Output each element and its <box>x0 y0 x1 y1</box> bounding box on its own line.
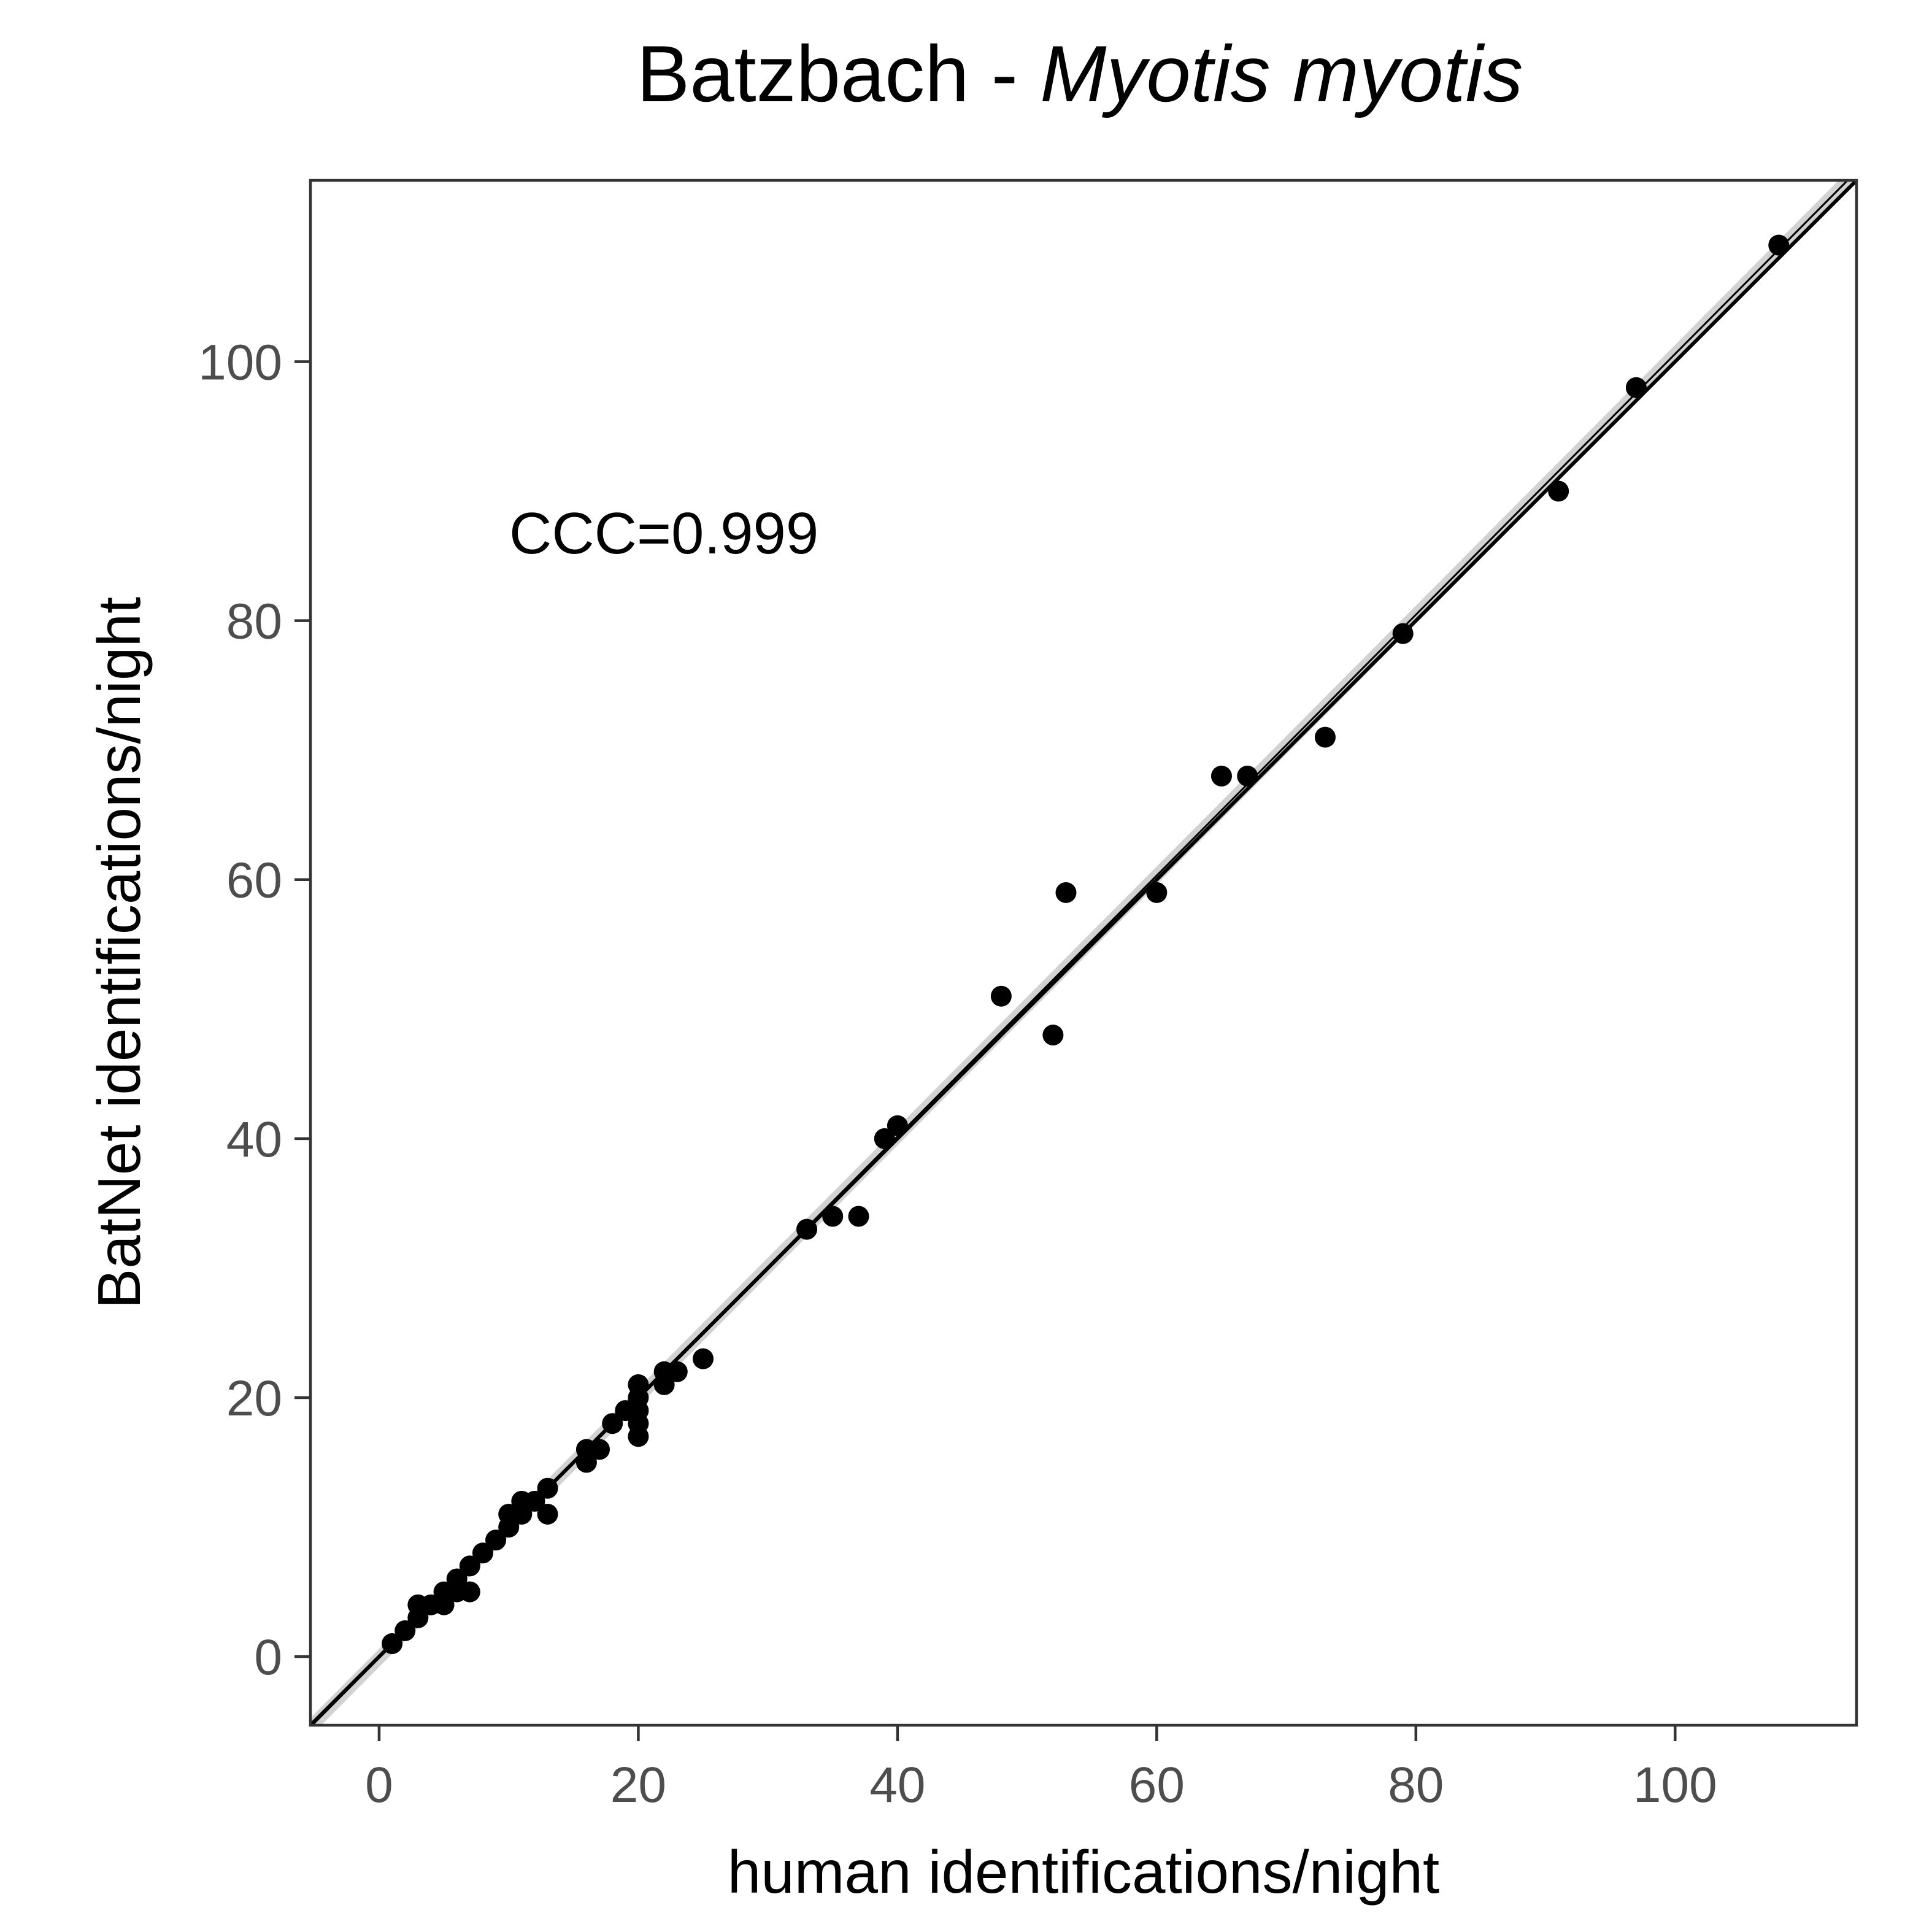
data-point <box>1768 234 1790 256</box>
data-point <box>589 1439 610 1460</box>
data-point <box>1237 765 1258 787</box>
y-tick-label: 80 <box>226 594 282 650</box>
data-point <box>537 1503 558 1525</box>
data-point <box>446 1568 468 1590</box>
data-point <box>1392 623 1414 644</box>
data-point <box>602 1413 623 1434</box>
chart-title: Batzbach - Myotis myotis <box>637 29 1523 118</box>
y-axis-label: BatNet identifications/night <box>85 597 153 1309</box>
data-point <box>1210 765 1232 787</box>
x-tick-label: 60 <box>1129 1757 1185 1813</box>
x-tick-label: 100 <box>1633 1757 1717 1813</box>
y-tick-label: 100 <box>198 334 282 390</box>
data-point <box>537 1477 558 1499</box>
identity-line <box>310 180 1857 1725</box>
data-point <box>485 1530 507 1551</box>
data-point <box>1146 882 1168 903</box>
data-point <box>693 1348 714 1369</box>
data-point <box>1548 480 1569 502</box>
data-point <box>822 1206 844 1227</box>
data-point <box>848 1206 869 1227</box>
data-point <box>472 1542 493 1564</box>
data-point <box>874 1128 895 1149</box>
data-point <box>459 1555 480 1577</box>
data-point <box>666 1361 688 1382</box>
x-tick-label: 40 <box>869 1757 925 1813</box>
y-axis-ticks: 0 20 40 60 80 100 <box>198 334 310 1685</box>
data-point <box>1055 882 1077 903</box>
y-tick-label: 40 <box>226 1112 282 1168</box>
chart-title-species: Myotis myotis <box>1040 29 1523 118</box>
data-point <box>382 1633 403 1655</box>
ccc-annotation: CCC=0.999 <box>509 501 818 566</box>
x-tick-label: 20 <box>610 1757 666 1813</box>
data-point <box>796 1218 818 1240</box>
data-point <box>1314 726 1336 748</box>
data-point <box>990 985 1012 1007</box>
y-tick-label: 20 <box>226 1371 282 1426</box>
data-points <box>382 234 1790 1655</box>
plot-panel-border <box>309 179 1858 1727</box>
reference-lines <box>310 180 1857 1725</box>
y-tick-label: 60 <box>226 853 282 909</box>
data-point <box>459 1581 480 1603</box>
data-point <box>394 1620 416 1641</box>
data-point <box>524 1490 545 1512</box>
data-point <box>628 1374 649 1395</box>
data-point <box>887 1115 908 1136</box>
x-tick-label: 80 <box>1388 1757 1444 1813</box>
y-tick-label: 0 <box>254 1630 282 1685</box>
chart-title-main: Batzbach - <box>637 29 1041 118</box>
data-point <box>1625 377 1647 398</box>
x-axis-ticks: 0 20 40 60 80 100 <box>365 1725 1717 1813</box>
x-axis-label: human identifications/night <box>728 1838 1439 1906</box>
x-tick-label: 0 <box>365 1757 393 1813</box>
data-point <box>1042 1025 1064 1046</box>
